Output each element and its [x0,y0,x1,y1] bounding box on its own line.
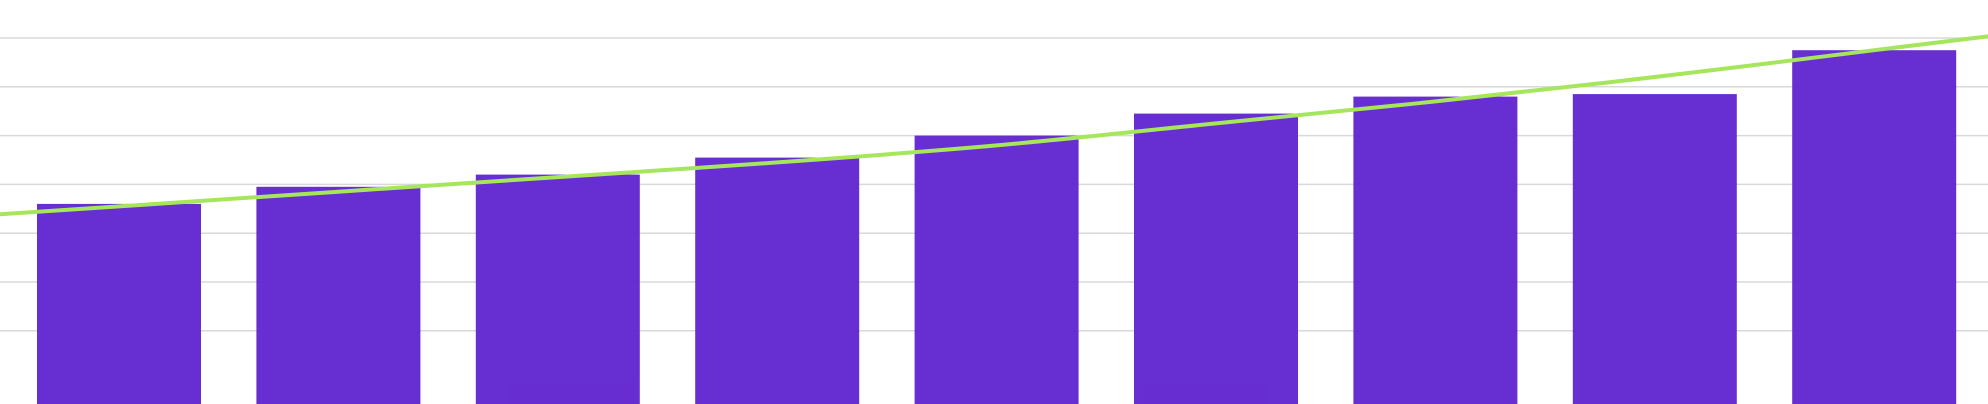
bar-8 [1792,50,1957,404]
bar-7 [1572,94,1737,404]
bar-6 [1353,96,1518,404]
bar-1 [256,186,421,404]
bar-3 [695,157,860,404]
bar-4 [914,135,1079,404]
trend-layer [0,34,1988,217]
bar-5 [1134,113,1298,404]
bars-layer [37,50,1957,404]
bar-2 [475,174,640,404]
trend-line [0,34,1988,217]
bar-0 [37,203,201,404]
